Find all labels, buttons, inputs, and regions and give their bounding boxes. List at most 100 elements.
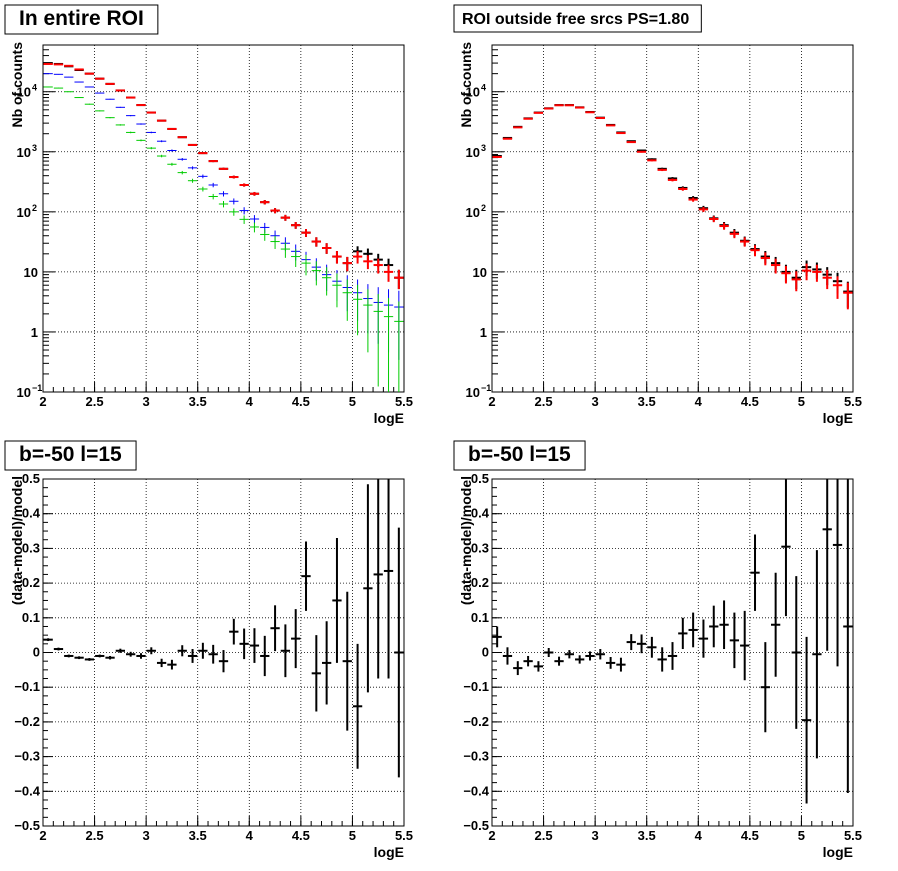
data-point [105,98,115,100]
data-point [146,131,156,134]
data-point [544,647,554,658]
x-tick-label: 5 [798,828,805,843]
data-point [229,208,239,216]
y-tick-exponent: 3 [481,143,486,153]
y-tick-label: −0.3 [14,749,40,764]
data-point [74,81,84,83]
data-point [513,661,523,676]
data-point [585,651,595,661]
y-tick-exponent: −1 [481,383,491,393]
data-point [513,126,523,129]
data-point [352,643,363,769]
x-tick-label: 4.5 [292,828,310,843]
data-point [156,119,167,122]
data-point [208,193,218,200]
data-point [218,201,229,208]
data-point [647,159,657,162]
y-tick-label: 0.3 [471,540,489,555]
y-tick-exponent: 4 [481,83,486,93]
data-point [740,237,750,247]
x-tick-label: 5 [349,828,356,843]
data-point [709,605,719,648]
data-point [198,186,208,192]
x-axis-label: logE [374,410,404,426]
data-point [636,150,647,153]
y-tick-label: 0.4 [22,506,41,521]
data-point [177,170,187,175]
chart-title: ROI outside free srcs PS=1.80 [462,11,689,28]
data-point [729,612,740,669]
chart-title-frame [453,440,586,471]
data-point [260,635,270,677]
data-point [605,124,616,127]
data-point [832,276,843,299]
data-point [260,229,270,241]
x-tick-label: 2.5 [535,394,553,409]
data-point [301,229,311,237]
data-point [843,282,853,310]
data-point [352,251,363,264]
data-point [218,167,229,171]
data-point [667,642,678,670]
chart-title-box: b=-50 l=15 [4,440,137,471]
data-point [311,635,321,712]
data-point [394,527,404,778]
data-point [177,136,187,139]
x-tick-label: 5.5 [395,828,413,843]
data-point [616,657,626,672]
data-point [239,183,249,187]
data-point [750,245,760,257]
data-point [760,642,770,733]
data-point [84,103,95,105]
data-point [311,261,321,286]
data-point [229,618,239,645]
chart-title: In entire ROI [19,7,144,30]
data-point [146,147,156,150]
data-point [208,182,218,188]
data-point [115,106,125,108]
data-point [156,658,167,668]
y-tick-label: 0.4 [471,506,490,521]
data-point [812,550,822,759]
data-point [709,216,719,223]
data-series [43,62,404,290]
data-point [84,658,95,661]
plot-frame [491,44,854,393]
data-point [177,157,187,161]
chart-title-frame [4,440,137,471]
data-point [167,162,177,166]
data-point [373,479,383,679]
data-point [249,628,260,663]
data-point [136,104,146,107]
y-axis-label: (data-model)/model [9,476,25,605]
data-point [605,657,616,669]
x-tick-label: 2 [488,828,495,843]
data-point [105,117,115,119]
y-tick-label: 0.3 [22,540,40,555]
data-point [177,645,187,657]
data-point [115,648,125,653]
data-point [126,131,136,134]
data-point [363,484,373,693]
data-point [352,284,363,336]
data-point [198,152,208,155]
data-point [832,479,843,667]
data-point [492,626,502,648]
data-point [502,647,513,665]
data-point [229,198,239,205]
data-point [342,591,352,731]
y-tick-label: 10 [17,205,31,220]
data-point [322,243,332,254]
y-tick-label: 10 [24,265,38,280]
y-axis-label: (data-model)/model [458,476,474,605]
data-point [564,104,574,107]
data-point [812,264,822,282]
x-tick-label: 3 [143,394,150,409]
y-tick-label: 0.5 [471,471,489,486]
data-point [167,149,177,152]
y-tick-exponent: 2 [481,203,486,213]
chart-title: b=-50 l=15 [468,443,571,466]
data-point [64,76,74,78]
data-point [167,127,177,130]
